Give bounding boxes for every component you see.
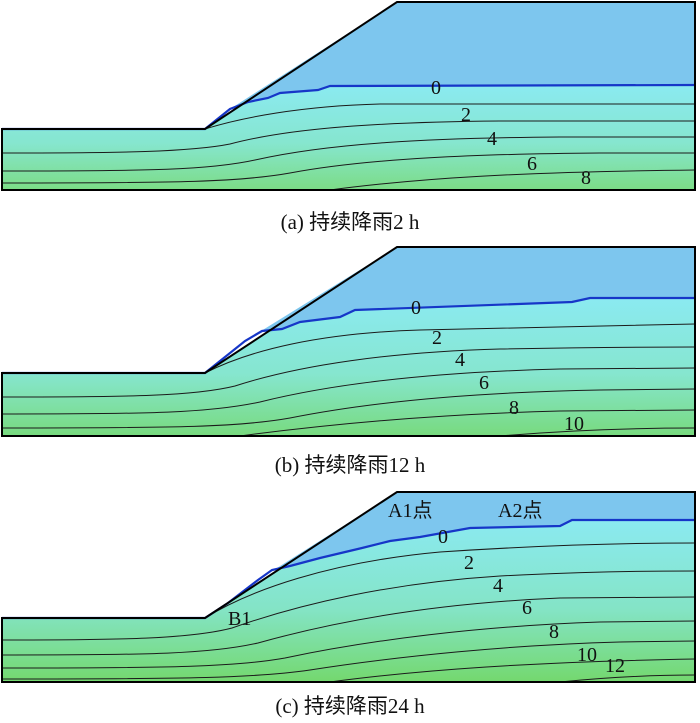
panel-a-label-0: 0 [431,77,441,99]
panel-c: A1点 A2点 B1 0 2 4 6 8 10 12 (c) 持续降雨24 h [1,491,696,718]
panel-c-contour-12 [329,658,696,683]
panel-a-caption: (a) 持续降雨2 h [281,210,420,234]
panel-c-label-2: 2 [464,552,474,574]
panel-a-label-8: 8 [581,167,591,189]
panel-c-contour-8 [1,620,696,669]
point-label-a2: A2点 [498,499,542,522]
panel-c-label-12: 12 [605,655,625,677]
panel-c-label-10: 10 [577,644,597,666]
panel-c-contours [1,542,696,683]
panel-b-contour-2 [2,323,696,374]
panel-c-label-4: 4 [493,575,503,597]
panel-c-slope-body [2,492,695,682]
panel-c-outline [1,491,696,683]
panel-c-label-0: 0 [438,526,448,548]
panel-c-contour-4 [1,570,696,641]
point-label-a1: A1点 [388,499,432,522]
panel-c-label-6: 6 [522,597,532,619]
panel-b-caption: (b) 持续降雨12 h [275,453,426,477]
panel-b-label-4: 4 [455,349,465,371]
panel-b-contour-8 [1,388,696,429]
panel-a-contours [1,103,696,191]
panel-b-phreatic-line [2,296,695,375]
panel-b-unsaturated-zone [245,247,695,341]
panel-a-contour-8 [1,152,695,184]
panel-b-outline [1,246,696,437]
point-label-b1: B1 [228,608,251,630]
panel-b-label-0: 0 [411,297,421,319]
panel-a-contour-2 [2,103,695,130]
panel-c-caption: (c) 持续降雨24 h [275,694,425,718]
panel-b-contours [1,323,696,437]
panel-c-label-8: 8 [549,621,559,643]
panel-a-outline [1,0,696,191]
panel-c-contour-14 [559,674,696,683]
panel-a-contour-4 [1,120,695,154]
panel-b-contour-10 [239,409,696,437]
panel-a-contour-6 [1,136,695,172]
panel-b-label-10: 10 [564,413,584,435]
panel-b-contour-6 [1,367,696,415]
panel-c-contour-10 [1,640,696,680]
panel-c-unsaturated-zone [258,492,695,580]
panel-c-contour-2 [2,542,696,619]
panel-b-contour-12 [499,427,696,437]
panel-a-label-6: 6 [527,153,537,175]
panel-a-label-4: 4 [487,128,497,150]
panel-a-unsaturated-zone [230,2,695,109]
panel-b: 0 2 4 6 8 10 (b) 持续降雨12 h [1,246,696,477]
panel-a: 0 2 4 6 8 (a) 持续降雨2 h [1,0,696,234]
panel-b-label-2: 2 [432,327,442,349]
panel-b-label-6: 6 [479,372,489,394]
panel-b-label-8: 8 [509,397,519,419]
panel-a-label-2: 2 [461,104,471,126]
panel-b-contour-4 [1,346,696,398]
panel-a-contour-10 [329,169,696,191]
panel-c-contour-6 [1,596,696,656]
